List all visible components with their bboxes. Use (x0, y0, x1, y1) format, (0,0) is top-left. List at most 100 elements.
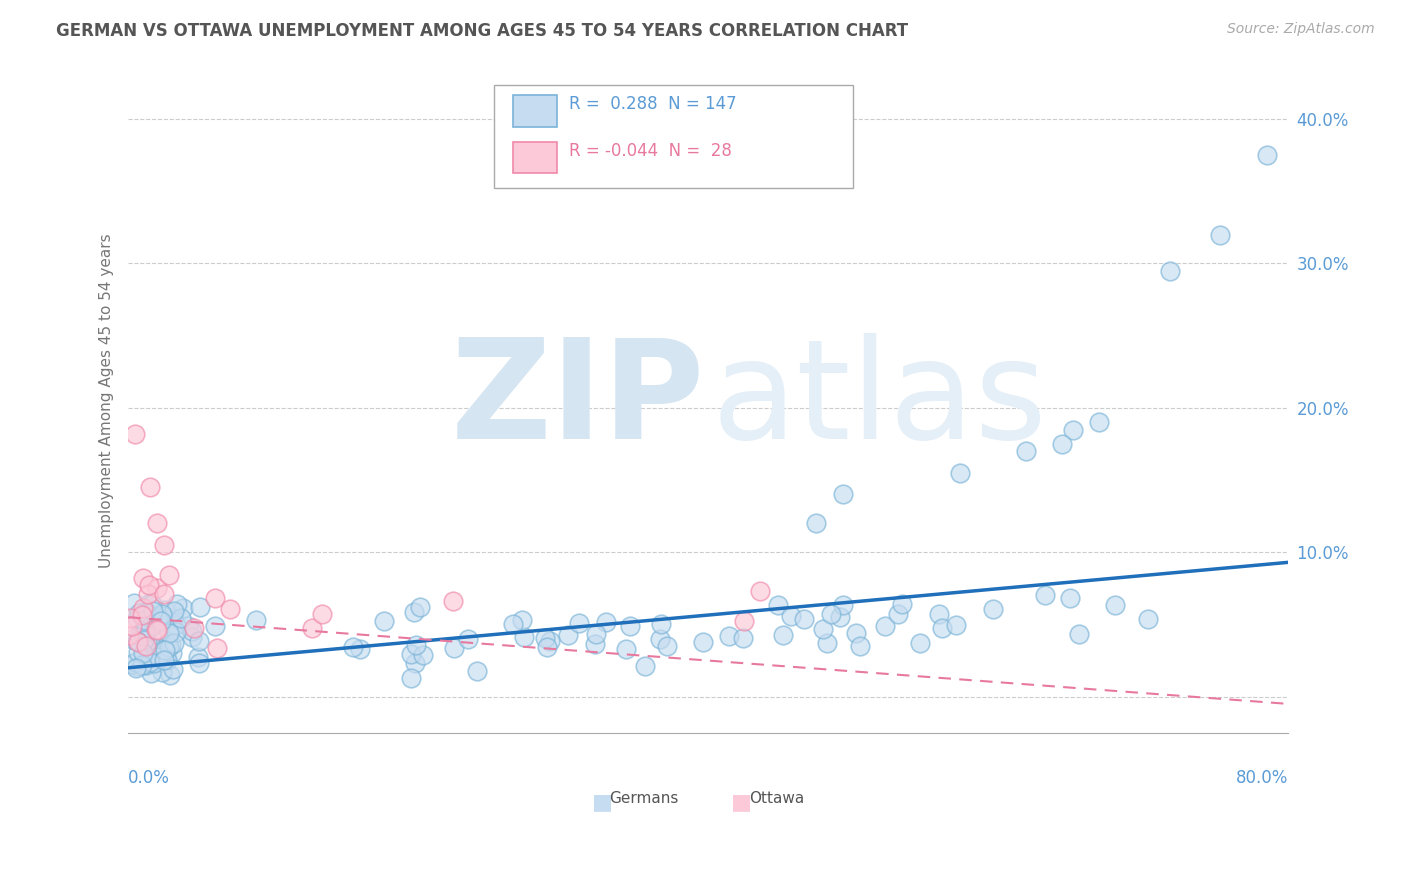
Point (502, 617, 524, 632)
Point (441, 594, 464, 608)
Point (163, 604, 186, 618)
Point (160, 646, 183, 660)
Point (748, 583, 770, 598)
Point (1033, 588, 1056, 602)
Point (820, 607, 842, 621)
Point (845, 625, 868, 640)
Point (188, 634, 211, 648)
Point (832, 598, 855, 612)
Point (125, 634, 148, 648)
Point (188, 599, 211, 614)
Point (399, 671, 422, 685)
Point (692, 635, 714, 649)
Point (349, 641, 371, 656)
Point (150, 665, 173, 680)
Point (650, 632, 672, 646)
Point (1208, 227, 1230, 242)
Point (146, 653, 169, 667)
Point (204, 591, 226, 605)
Point (465, 664, 488, 678)
Text: GERMAN VS OTTAWA UNEMPLOYMENT AMONG AGES 45 TO 54 YEARS CORRELATION CHART: GERMAN VS OTTAWA UNEMPLOYMENT AMONG AGES… (56, 22, 908, 40)
Text: 0.0%: 0.0% (128, 769, 170, 788)
Point (127, 645, 149, 659)
Point (404, 656, 426, 670)
Y-axis label: Unemployment Among Ages 45 to 54 years: Unemployment Among Ages 45 to 54 years (100, 234, 114, 568)
Point (132, 571, 155, 585)
Point (1256, 148, 1278, 162)
Point (153, 643, 176, 657)
Point (136, 587, 159, 601)
Point (150, 608, 173, 623)
Point (118, 611, 141, 625)
Point (983, 601, 1005, 615)
Point (187, 649, 209, 664)
FancyBboxPatch shape (513, 142, 557, 173)
Point (153, 641, 176, 656)
Point (139, 609, 162, 624)
Point (402, 605, 425, 619)
Text: 80.0%: 80.0% (1236, 769, 1288, 788)
Point (134, 632, 156, 647)
Point (136, 607, 159, 621)
Point (141, 615, 163, 630)
Point (412, 648, 434, 662)
Point (538, 633, 561, 648)
Point (457, 632, 479, 646)
Point (125, 661, 148, 675)
Point (772, 628, 794, 642)
Text: atlas: atlas (711, 333, 1047, 468)
Point (143, 641, 166, 656)
Point (1050, 437, 1073, 451)
Point (886, 607, 908, 622)
Point (948, 466, 970, 480)
Point (301, 621, 323, 635)
Point (619, 619, 641, 633)
Point (170, 610, 193, 624)
Point (766, 598, 789, 612)
Point (138, 656, 160, 670)
Point (136, 653, 159, 667)
Point (143, 618, 166, 632)
Point (128, 630, 150, 644)
Point (128, 606, 150, 620)
Point (928, 607, 950, 621)
Point (1062, 423, 1084, 437)
Point (124, 426, 146, 441)
Text: R =  0.288  N = 147: R = 0.288 N = 147 (569, 95, 737, 113)
Point (1104, 598, 1126, 612)
Point (134, 625, 156, 640)
Point (804, 516, 827, 531)
Text: ■: ■ (731, 792, 752, 813)
Point (717, 629, 740, 643)
Point (146, 612, 169, 626)
Text: Ottawa: Ottawa (749, 791, 804, 806)
Point (134, 612, 156, 626)
Point (155, 651, 177, 665)
Point (813, 622, 835, 636)
Point (1159, 263, 1181, 277)
Point (793, 612, 815, 626)
Point (132, 629, 155, 643)
Point (1088, 415, 1111, 429)
Point (159, 637, 181, 651)
Point (135, 627, 157, 641)
Point (443, 641, 465, 656)
Point (146, 582, 169, 596)
Point (157, 626, 180, 640)
Point (181, 631, 204, 645)
Point (245, 613, 267, 627)
Point (655, 639, 678, 653)
Text: ■: ■ (592, 792, 613, 813)
Point (634, 658, 657, 673)
Point (205, 641, 228, 656)
Point (536, 640, 558, 655)
Point (157, 568, 180, 582)
Point (124, 655, 146, 669)
Text: R = -0.044  N =  28: R = -0.044 N = 28 (569, 142, 733, 160)
Point (157, 636, 180, 650)
Point (139, 480, 162, 494)
Point (125, 611, 148, 625)
Point (134, 614, 156, 628)
Point (568, 616, 591, 631)
Point (614, 642, 637, 657)
